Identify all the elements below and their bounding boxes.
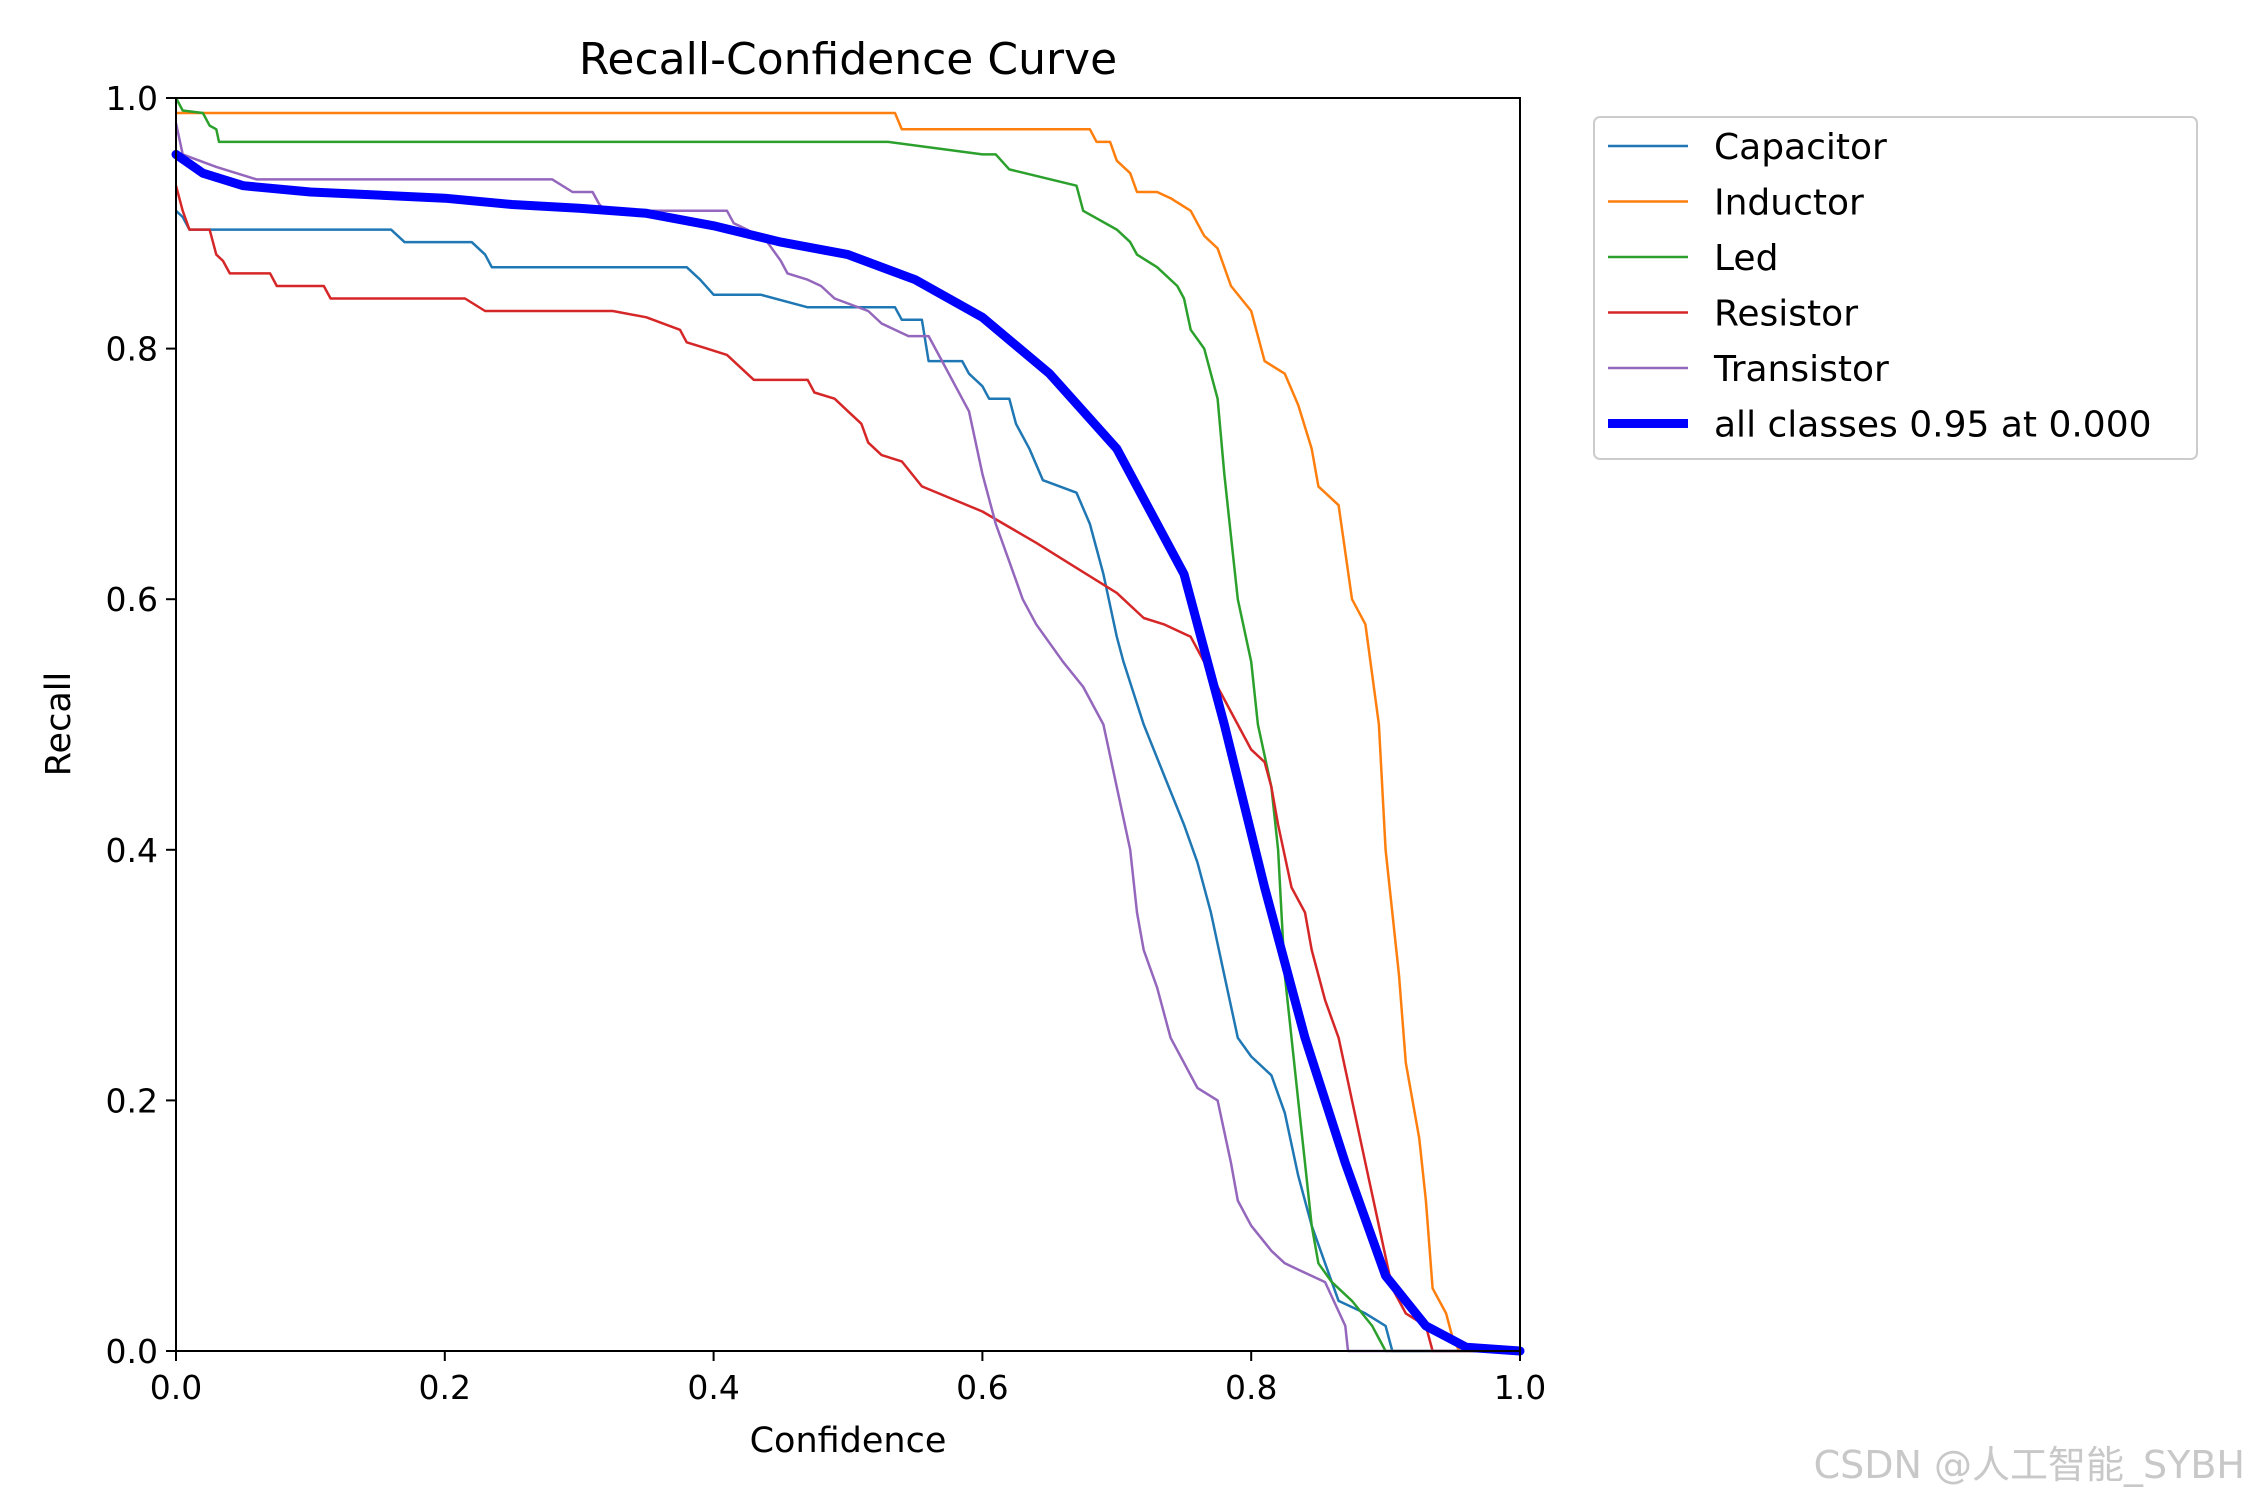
legend-label: all classes 0.95 at 0.000	[1714, 405, 2152, 446]
legend-label: Led	[1714, 238, 1778, 279]
series-line-5	[171, 149, 1525, 1356]
x-tick-label: 0.6	[956, 1368, 1008, 1407]
x-tick-label: 1.0	[1494, 1368, 1546, 1407]
x-tick-label: 0.2	[419, 1368, 471, 1407]
series-line-4	[174, 122, 1520, 1353]
y-axis-ticks: 0.0 0.2 0.4 0.6 0.8 1.0	[106, 79, 176, 1371]
series-line-2	[174, 97, 1520, 1353]
legend-items: Capacitor Inductor Led Resistor Transistor al…	[1608, 127, 2152, 446]
y-tick-label: 0.2	[106, 1081, 158, 1120]
series-layer	[171, 97, 1525, 1356]
legend-label: Inductor	[1714, 183, 1864, 224]
y-tick-label: 0.4	[106, 831, 158, 870]
legend-box	[1593, 116, 2198, 460]
legend-label: Transistor	[1713, 349, 1889, 390]
y-tick-label: 1.0	[106, 79, 158, 118]
legend-label: Capacitor	[1714, 127, 1887, 168]
legend-label: Resistor	[1714, 294, 1858, 335]
x-axis-label: Confidence	[750, 1421, 947, 1461]
y-axis-label: Recall	[39, 672, 79, 776]
x-tick-label: 0.8	[1225, 1368, 1277, 1407]
y-tick-label: 0.6	[106, 580, 158, 619]
series-line-3	[174, 185, 1520, 1353]
watermark: CSDN @人工智能_SYBH	[1814, 1443, 2245, 1487]
series-line-0	[175, 209, 1520, 1353]
x-axis-ticks: 0.0 0.2 0.4 0.6 0.8 1.0	[150, 1351, 1546, 1407]
x-tick-label: 0.4	[687, 1368, 739, 1407]
plot-frame	[175, 97, 1521, 1352]
legend: Capacitor Inductor Led Resistor Transistor al…	[1593, 116, 2198, 460]
chart-title: Recall-Confidence Curve	[579, 34, 1117, 85]
x-tick-label: 0.0	[150, 1368, 202, 1407]
series-line-1	[176, 111, 1520, 1353]
y-tick-label: 0.8	[106, 330, 158, 369]
y-tick-label: 0.0	[106, 1332, 158, 1371]
